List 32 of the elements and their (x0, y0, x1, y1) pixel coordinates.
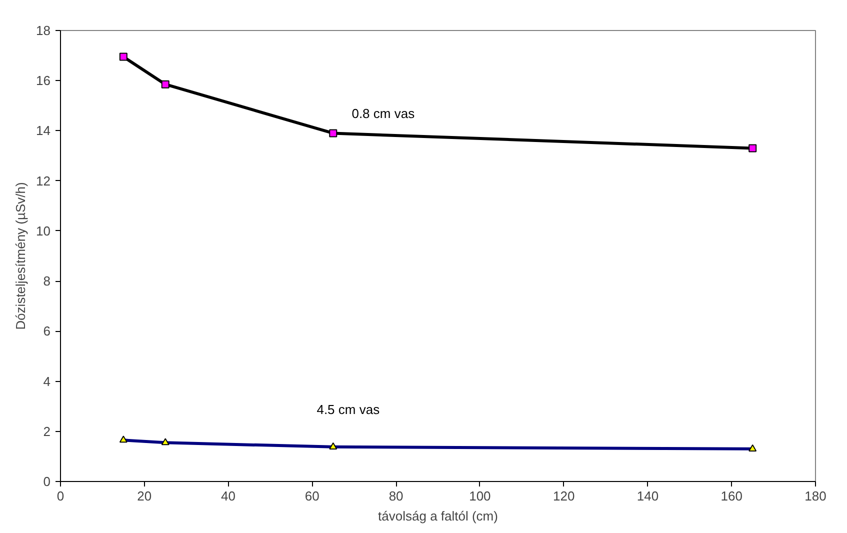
x-tick-label: 0 (56, 488, 64, 504)
y-tick-label: 4 (43, 374, 51, 389)
point (329, 442, 338, 450)
series-label: 0.8 cm vas (352, 106, 416, 122)
x-tick-label: 80 (388, 488, 404, 504)
y-tick-label: 14 (36, 123, 51, 138)
y-tick-label: 16 (36, 73, 51, 88)
point (748, 144, 757, 152)
y-tick-label: 18 (36, 23, 51, 38)
point (119, 52, 128, 61)
x-tick-label: 20 (137, 488, 152, 504)
x-tick-label: 140 (636, 488, 659, 504)
y-tick-label: 0 (43, 474, 51, 489)
text: 4.5 cm vas (316, 402, 380, 417)
y-tick-label: 10 (36, 223, 51, 238)
point (329, 129, 338, 138)
x-tick-label: 100 (469, 488, 491, 504)
y-axis-title: Dózisteljesítmény (µSv/h) (13, 182, 28, 330)
x-tick-label: 120 (552, 488, 575, 504)
point (161, 80, 170, 88)
y-tick-label: 6 (43, 324, 51, 339)
x-tick-label: 180 (804, 488, 826, 504)
point (119, 436, 128, 443)
x-axis-title: távolság a faltól (cm) (378, 508, 498, 524)
point (161, 438, 170, 446)
y-tick-label: 2 (43, 424, 51, 439)
x-tick-label: 40 (221, 488, 236, 504)
y-tick-label: 8 (43, 274, 51, 289)
point (748, 444, 757, 452)
x-tick-label: 160 (720, 488, 742, 504)
x-tick-label: 60 (304, 488, 320, 504)
y-tick-label: 12 (36, 173, 51, 188)
